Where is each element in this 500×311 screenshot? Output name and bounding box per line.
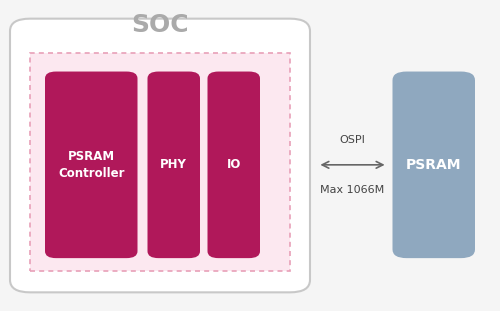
Text: Max 1066M: Max 1066M	[320, 185, 384, 195]
Text: SOC: SOC	[131, 13, 189, 37]
FancyBboxPatch shape	[45, 72, 138, 258]
FancyBboxPatch shape	[30, 53, 290, 271]
FancyBboxPatch shape	[392, 72, 475, 258]
Text: PSRAM
Controller: PSRAM Controller	[58, 150, 124, 180]
Text: PHY: PHY	[160, 158, 187, 171]
FancyBboxPatch shape	[10, 19, 310, 292]
Text: OSPI: OSPI	[340, 135, 365, 145]
FancyBboxPatch shape	[208, 72, 260, 258]
Text: PSRAM: PSRAM	[406, 158, 462, 172]
Text: IO: IO	[226, 158, 241, 171]
FancyBboxPatch shape	[148, 72, 200, 258]
